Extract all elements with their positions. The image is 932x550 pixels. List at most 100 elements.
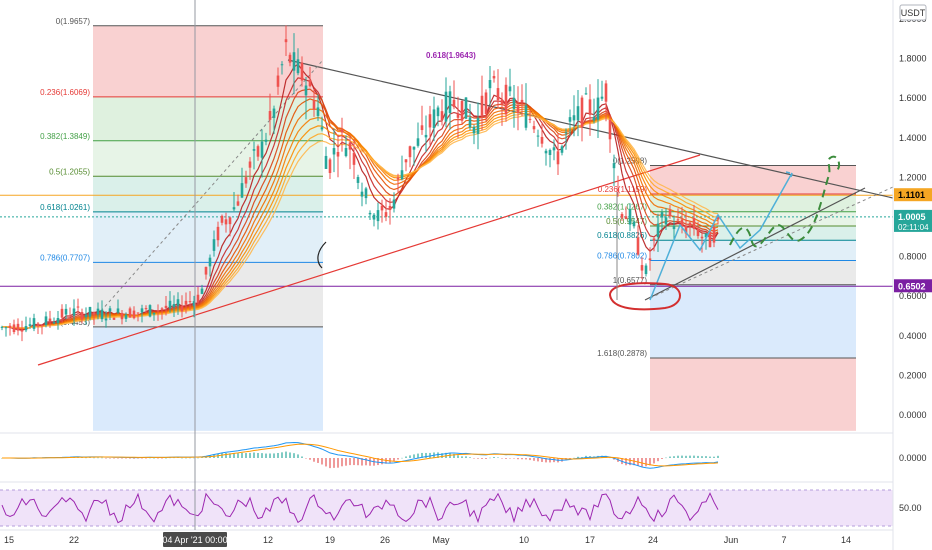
macd-histogram-bar	[181, 457, 183, 459]
candle-body	[672, 225, 676, 230]
candle-body	[576, 106, 580, 121]
price-axis[interactable]: 2.00001.80001.60001.40001.20001.00000.80…	[899, 14, 927, 513]
candle-body	[228, 217, 232, 225]
price-tick-label: 0.2000	[899, 370, 927, 380]
candle-body	[140, 308, 144, 313]
candle-body	[648, 258, 652, 261]
candle-body	[84, 314, 88, 318]
candle-body	[80, 312, 84, 320]
time-axis[interactable]: 15 22 12 19 26 May 10 17 24 Jun 7 14	[4, 535, 851, 545]
macd-histogram-bar	[665, 457, 667, 459]
currency-box[interactable]	[899, 4, 927, 21]
candle-body	[32, 318, 36, 329]
macd-histogram-bar	[705, 456, 707, 458]
candle-body	[548, 150, 552, 156]
candle-body	[644, 265, 648, 275]
currency-label: USDT	[901, 8, 926, 18]
candle-body	[620, 214, 624, 218]
price-tick-label: 1.8000	[899, 54, 927, 64]
macd-histogram-bar	[317, 458, 319, 463]
candle-body	[152, 312, 156, 315]
candle-body	[8, 325, 12, 329]
fib-level-label: 0.786(0.7707)	[40, 253, 90, 262]
macd-histogram-bar	[85, 457, 87, 459]
candle-body	[432, 109, 436, 128]
fib-level-label: 0.236(1.6069)	[40, 88, 90, 97]
macd-histogram-bar	[697, 455, 699, 458]
green-projection	[729, 155, 841, 248]
candle-body	[708, 231, 712, 248]
candle-body	[680, 219, 684, 227]
macd-histogram-bar	[649, 458, 651, 466]
macd-histogram-bar	[613, 458, 615, 460]
macd-histogram-bar	[125, 458, 127, 459]
macd-histogram-bar	[161, 458, 163, 459]
macd-histogram-bar	[493, 456, 495, 458]
macd-histogram-bar	[89, 457, 91, 458]
rsi-tick-label: 50.00	[899, 503, 922, 513]
support-circle	[608, 282, 681, 311]
candle-body	[196, 294, 200, 303]
time-tick-label: May	[432, 535, 450, 545]
macd-histogram-bar	[629, 458, 631, 466]
price-tick-label: 0.6000	[899, 291, 927, 301]
candle-body	[100, 309, 104, 320]
macd-histogram-bar	[361, 458, 363, 466]
candle-body	[116, 308, 120, 313]
fib-level-label: 0.618(0.8826)	[597, 231, 647, 240]
macd-histogram-bar	[245, 453, 247, 458]
macd-histogram-bar	[201, 457, 203, 458]
macd-histogram-bar	[93, 457, 95, 459]
macd-histogram-bar	[349, 458, 351, 466]
macd-histogram-bar	[473, 458, 475, 459]
candle-body	[504, 84, 508, 115]
fib-level-label: 0.382(1.0267)	[597, 203, 647, 212]
macd-histogram-bar	[429, 452, 431, 458]
candle-body	[676, 219, 680, 221]
candle-body	[176, 299, 180, 306]
candle-body	[712, 226, 716, 243]
candle-body	[108, 308, 112, 312]
candle-body	[172, 304, 176, 308]
macd-histogram-bar	[657, 458, 659, 462]
candle-body	[664, 217, 668, 225]
macd-histogram-bar	[441, 453, 443, 458]
macd-histogram-bar	[101, 457, 103, 459]
candle-body	[288, 54, 292, 63]
macd-histogram-bar	[501, 458, 503, 459]
candle-body	[392, 199, 396, 209]
candle-body	[456, 114, 460, 118]
macd-histogram-bar	[541, 458, 543, 462]
macd-histogram-bar	[193, 457, 195, 459]
macd-histogram-bar	[237, 453, 239, 458]
candle-body	[232, 207, 236, 210]
macd-histogram-bar	[425, 452, 427, 458]
candle-body	[184, 300, 188, 305]
macd-histogram-bar	[329, 458, 331, 469]
candle-body	[236, 201, 240, 206]
candle-body	[0, 326, 4, 328]
macd-histogram-bar	[301, 456, 303, 458]
candle-body	[356, 177, 360, 183]
fib-zone	[650, 194, 856, 212]
macd-histogram-bar	[249, 452, 251, 458]
macd-histogram-bar	[549, 458, 551, 463]
macd-histogram-bar	[177, 457, 179, 458]
candle-body	[552, 147, 556, 151]
candle-body	[520, 99, 524, 103]
candle-body	[700, 236, 704, 239]
time-tick-label: Jun	[724, 535, 739, 545]
macd-histogram-bar	[141, 458, 143, 459]
candle-body	[136, 312, 140, 314]
candle-body	[488, 80, 492, 89]
candle-body	[276, 75, 280, 87]
candle-body	[492, 76, 496, 79]
candle-body	[344, 148, 348, 157]
candle-body	[292, 52, 296, 71]
candle-body	[472, 126, 476, 134]
macd-histogram-bar	[673, 456, 675, 458]
support-trendline	[644, 187, 866, 301]
candle-body	[704, 233, 708, 238]
candle-body	[200, 288, 204, 294]
